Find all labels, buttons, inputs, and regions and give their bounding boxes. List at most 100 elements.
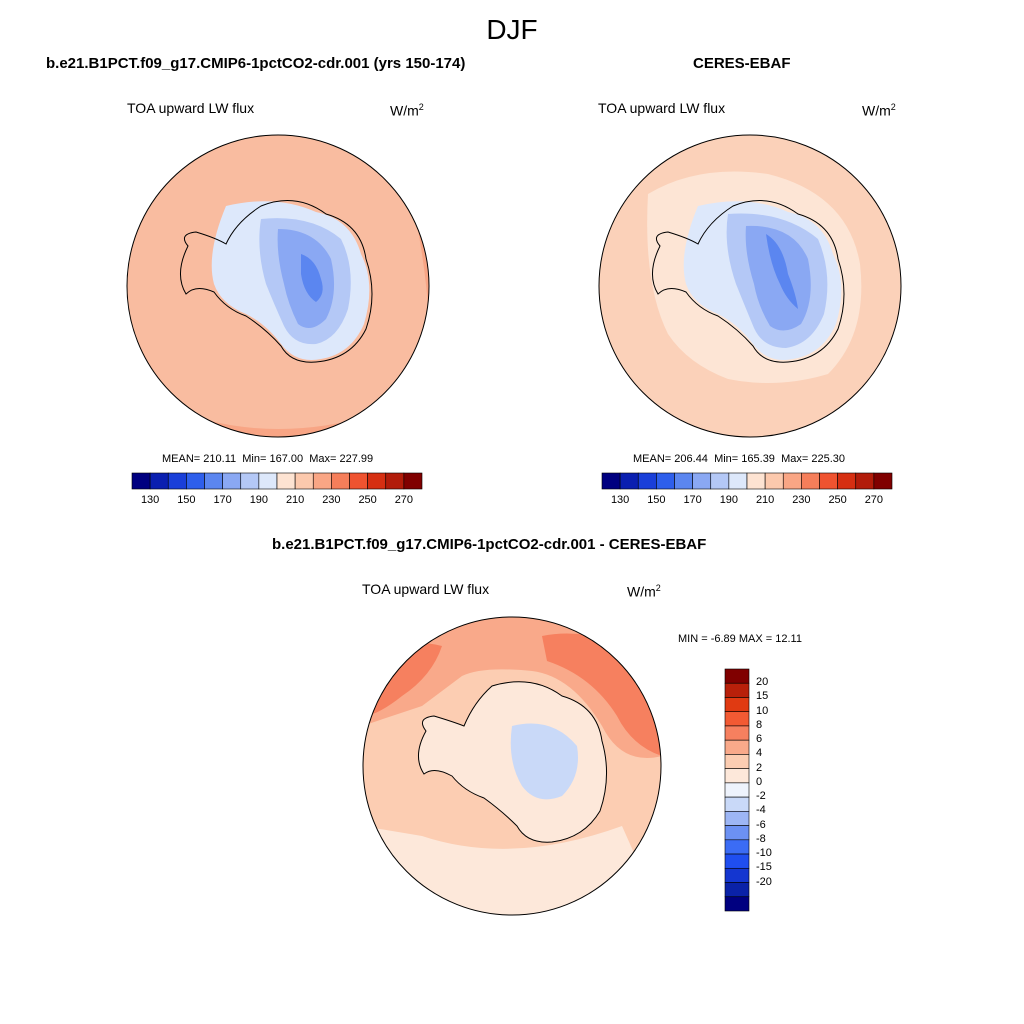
panel3-colorbar-tick-label: 2 bbox=[756, 761, 763, 774]
panel3-colorbar-swatch bbox=[724, 768, 750, 784]
panel2-colorbar-swatch bbox=[637, 472, 657, 490]
panel3-colorbar-swatch bbox=[724, 754, 750, 769]
panel2-case-title: CERES-EBAF bbox=[693, 55, 791, 72]
panel1-colorbar-swatch bbox=[186, 472, 205, 490]
panel3-colorbar-swatch bbox=[724, 811, 750, 826]
panel3-colorbar-swatch bbox=[724, 668, 750, 684]
panel3-colorbar-tick-label: 10 bbox=[756, 704, 769, 717]
panel1-colorbar-tick-label: 130 bbox=[140, 494, 160, 506]
panel1-colorbar-swatch bbox=[240, 472, 260, 490]
panel1-colorbar-tick-label: 230 bbox=[322, 494, 341, 506]
panel1-colorbar-tick-label: 270 bbox=[394, 494, 414, 506]
panel1-stats: MEAN= 210.11 Min= 167.00 Max= 227.99 bbox=[162, 453, 374, 465]
panel3-colorbar-swatch bbox=[724, 853, 750, 869]
panel3-colorbar-swatch bbox=[724, 867, 750, 883]
panel3-colorbar-tick-label: -15 bbox=[756, 861, 772, 874]
panel3-colorbar-swatch bbox=[724, 782, 750, 798]
panel1-colorbar-swatch bbox=[331, 472, 350, 490]
panel1-colorbar-swatch bbox=[403, 472, 423, 490]
panel2-colorbar-swatch bbox=[656, 472, 675, 490]
panel2-polar-map bbox=[598, 134, 902, 438]
panel2-stats: MEAN= 206.44 Min= 165.39 Max= 225.30 bbox=[633, 453, 845, 465]
panel1-polar-map bbox=[126, 134, 430, 438]
panel1-colorbar bbox=[131, 472, 423, 490]
panel2-colorbar-tick-label: 270 bbox=[864, 494, 884, 506]
panel3-colorbar-swatch bbox=[724, 882, 750, 898]
panel1-colorbar-swatch bbox=[294, 472, 314, 490]
panel1-colorbar-tick-label: 250 bbox=[358, 494, 377, 506]
panel1-colorbar-swatch bbox=[258, 472, 278, 490]
panel3-polar-map bbox=[362, 616, 662, 916]
panel3-colorbar-swatch bbox=[724, 697, 750, 713]
panel1-colorbar-swatch bbox=[167, 472, 187, 490]
panel3-colorbar-tick-label: 0 bbox=[756, 775, 763, 788]
panel2-colorbar-swatch bbox=[801, 472, 820, 490]
panel1-unit-label: W/m2 bbox=[390, 102, 424, 119]
panel1-colorbar-swatch bbox=[204, 472, 223, 490]
panel2-colorbar-tick-label: 170 bbox=[683, 494, 702, 506]
panel2-colorbar-swatch bbox=[819, 472, 838, 490]
panel2-colorbar-swatch bbox=[782, 472, 802, 490]
panel2-colorbar-swatch bbox=[746, 472, 766, 490]
panel1-colorbar-swatch bbox=[276, 472, 296, 490]
panel2-colorbar-swatch bbox=[619, 472, 639, 490]
panel1-map-border bbox=[126, 134, 430, 438]
season-title: DJF bbox=[486, 14, 538, 45]
panel2-colorbar-swatch bbox=[674, 472, 693, 490]
panel1-colorbar-swatch bbox=[367, 472, 387, 490]
panel1-colorbar-swatch bbox=[349, 472, 368, 490]
panel2-colorbar-swatch bbox=[855, 472, 875, 490]
panel3-colorbar bbox=[724, 668, 750, 912]
panel3-colorbar-swatch bbox=[724, 739, 750, 755]
panel1-colorbar-swatch bbox=[131, 472, 151, 490]
panel2-colorbar-tick-label: 150 bbox=[647, 494, 666, 506]
panel2-colorbar-swatch bbox=[692, 472, 712, 490]
panel3-colorbar-swatch bbox=[724, 711, 750, 727]
panel3-colorbar-tick-label: -4 bbox=[756, 804, 766, 817]
panel3-colorbar-tick-label: -10 bbox=[756, 847, 772, 860]
panel1-colorbar-labels: 130 150 170 190 210 230 250 270 bbox=[132, 494, 422, 508]
panel3-colorbar-swatch bbox=[724, 682, 750, 698]
panel3-colorbar-swatch bbox=[724, 896, 750, 912]
panel1-colorbar-tick-label: 150 bbox=[177, 494, 196, 506]
panel2-colorbar-tick-label: 130 bbox=[610, 494, 630, 506]
panel2-variable-label: TOA upward LW flux bbox=[598, 100, 726, 116]
panel3-colorbar-tick-label: -8 bbox=[756, 832, 766, 845]
panel3-colorbar-swatch bbox=[724, 796, 750, 812]
panel2-colorbar-swatch bbox=[728, 472, 748, 490]
panel3-stats: MIN = -6.89 MAX = 12.11 bbox=[678, 633, 802, 645]
panel3-colorbar-tick-label: 20 bbox=[756, 676, 769, 689]
panel1-colorbar-tick-label: 210 bbox=[285, 494, 305, 506]
panel1-variable-label: TOA upward LW flux bbox=[127, 100, 255, 116]
panel3-colorbar-swatch bbox=[724, 725, 750, 741]
panel2-colorbar-swatch bbox=[873, 472, 893, 490]
panel3-case-title: b.e21.B1PCT.f09_g17.CMIP6-1pctCO2-cdr.00… bbox=[272, 536, 707, 553]
panel3-colorbar-tick-label: -20 bbox=[756, 875, 772, 888]
panel3-colorbar-tick-label: 8 bbox=[756, 718, 763, 731]
panel3-colorbar-tick-label: -6 bbox=[756, 818, 766, 831]
panel1-colorbar-tick-label: 190 bbox=[249, 494, 269, 506]
panel3-colorbar-tick-label: 6 bbox=[756, 733, 763, 746]
panel2-colorbar-swatch bbox=[837, 472, 857, 490]
panel2-colorbar-swatch bbox=[601, 472, 621, 490]
panel3-colorbar-tick-label: -2 bbox=[756, 790, 766, 803]
panel2-unit-label: W/m2 bbox=[862, 102, 896, 119]
panel3-colorbar-tick-label: 15 bbox=[756, 690, 769, 703]
panel1-colorbar-tick-label: 170 bbox=[213, 494, 232, 506]
panel3-diff-pale-region bbox=[363, 826, 661, 915]
panel2-colorbar bbox=[601, 472, 893, 490]
panel1-colorbar-swatch bbox=[312, 472, 332, 490]
panel3-diff-high-region bbox=[363, 633, 661, 756]
panel2-colorbar-swatch bbox=[764, 472, 784, 490]
panel3-coastline bbox=[418, 681, 608, 843]
panel1-colorbar-swatch bbox=[385, 472, 405, 490]
panel3-colorbar-tick-label: 4 bbox=[756, 747, 763, 760]
panel3-ice-diff bbox=[418, 681, 607, 843]
panel3-unit-label: W/m2 bbox=[627, 583, 661, 600]
panel2-colorbar-tick-label: 250 bbox=[828, 494, 847, 506]
panel1-case-title: b.e21.B1PCT.f09_g17.CMIP6-1pctCO2-cdr.00… bbox=[46, 55, 466, 72]
panel2-colorbar-labels: 130 150 170 190 210 230 250 270 bbox=[602, 494, 892, 508]
panel2-colorbar-tick-label: 210 bbox=[755, 494, 775, 506]
panel1-colorbar-swatch bbox=[222, 472, 242, 490]
panel3-variable-label: TOA upward LW flux bbox=[362, 581, 490, 597]
